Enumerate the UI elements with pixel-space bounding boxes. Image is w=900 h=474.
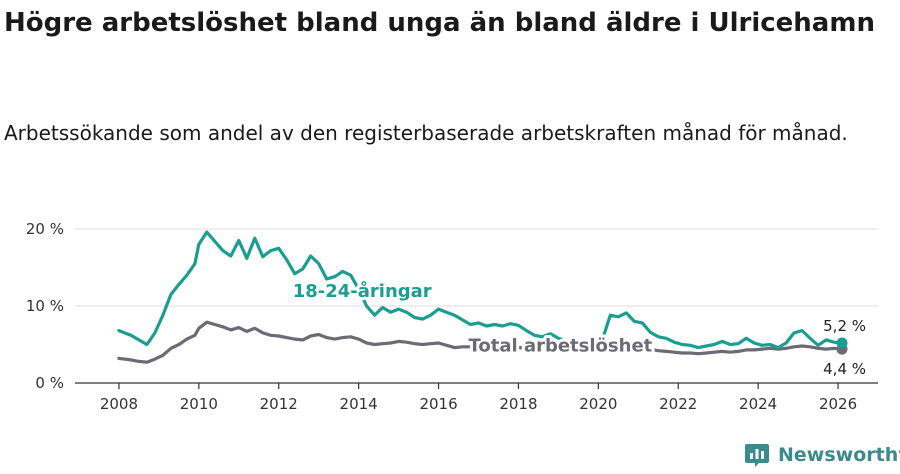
line-chart: 2008 2010 2012 2014 2016 2018 2020 2022 2024 2026… xyxy=(26,220,878,413)
series-lines xyxy=(117,230,848,364)
brand-name: Newsworthy xyxy=(778,444,900,466)
x-tick-label: 2022 xyxy=(659,395,697,413)
series-line-youth xyxy=(117,230,844,350)
x-tick-label: 2020 xyxy=(579,395,617,413)
gridlines xyxy=(75,228,878,307)
x-tick-label: 2008 xyxy=(100,395,138,413)
x-tick-label: 2012 xyxy=(260,395,298,413)
end-value-total: 4,4 % xyxy=(823,360,866,378)
x-tick-label: 2026 xyxy=(819,395,857,413)
brand-logo: Newsworthy xyxy=(744,440,900,470)
y-tick-label: 10 % xyxy=(26,297,64,315)
end-value-youth: 5,2 % xyxy=(823,317,866,335)
series-end-point-youth xyxy=(836,337,848,349)
series-label-youth: 18-24-åringar xyxy=(293,280,432,302)
x-tick-label: 2014 xyxy=(340,395,378,413)
chart-subtitle: Arbetssökande som andel av den registerb… xyxy=(4,121,848,145)
series-label-total: Total arbetslöshet xyxy=(469,335,653,356)
x-tick-label: 2016 xyxy=(419,395,457,413)
chart-title: Högre arbetslöshet bland unga än bland ä… xyxy=(4,8,875,38)
series-line-total xyxy=(117,320,844,364)
series-labels: 18-24-åringar Total arbetslöshet 5,2 % 4,4 … xyxy=(290,277,866,378)
y-tick-label: 0 % xyxy=(35,374,64,392)
x-tick-label: 2010 xyxy=(180,395,218,413)
x-axis: 2008 2010 2012 2014 2016 2018 2020 2022 2024 2026 xyxy=(75,382,878,413)
x-tick-label: 2024 xyxy=(739,395,777,413)
y-axis: 0 % 10 % 20 % xyxy=(26,220,64,392)
x-tick-label: 2018 xyxy=(499,395,537,413)
newsworthy-bar-icon xyxy=(745,444,769,467)
y-tick-label: 20 % xyxy=(26,220,64,238)
